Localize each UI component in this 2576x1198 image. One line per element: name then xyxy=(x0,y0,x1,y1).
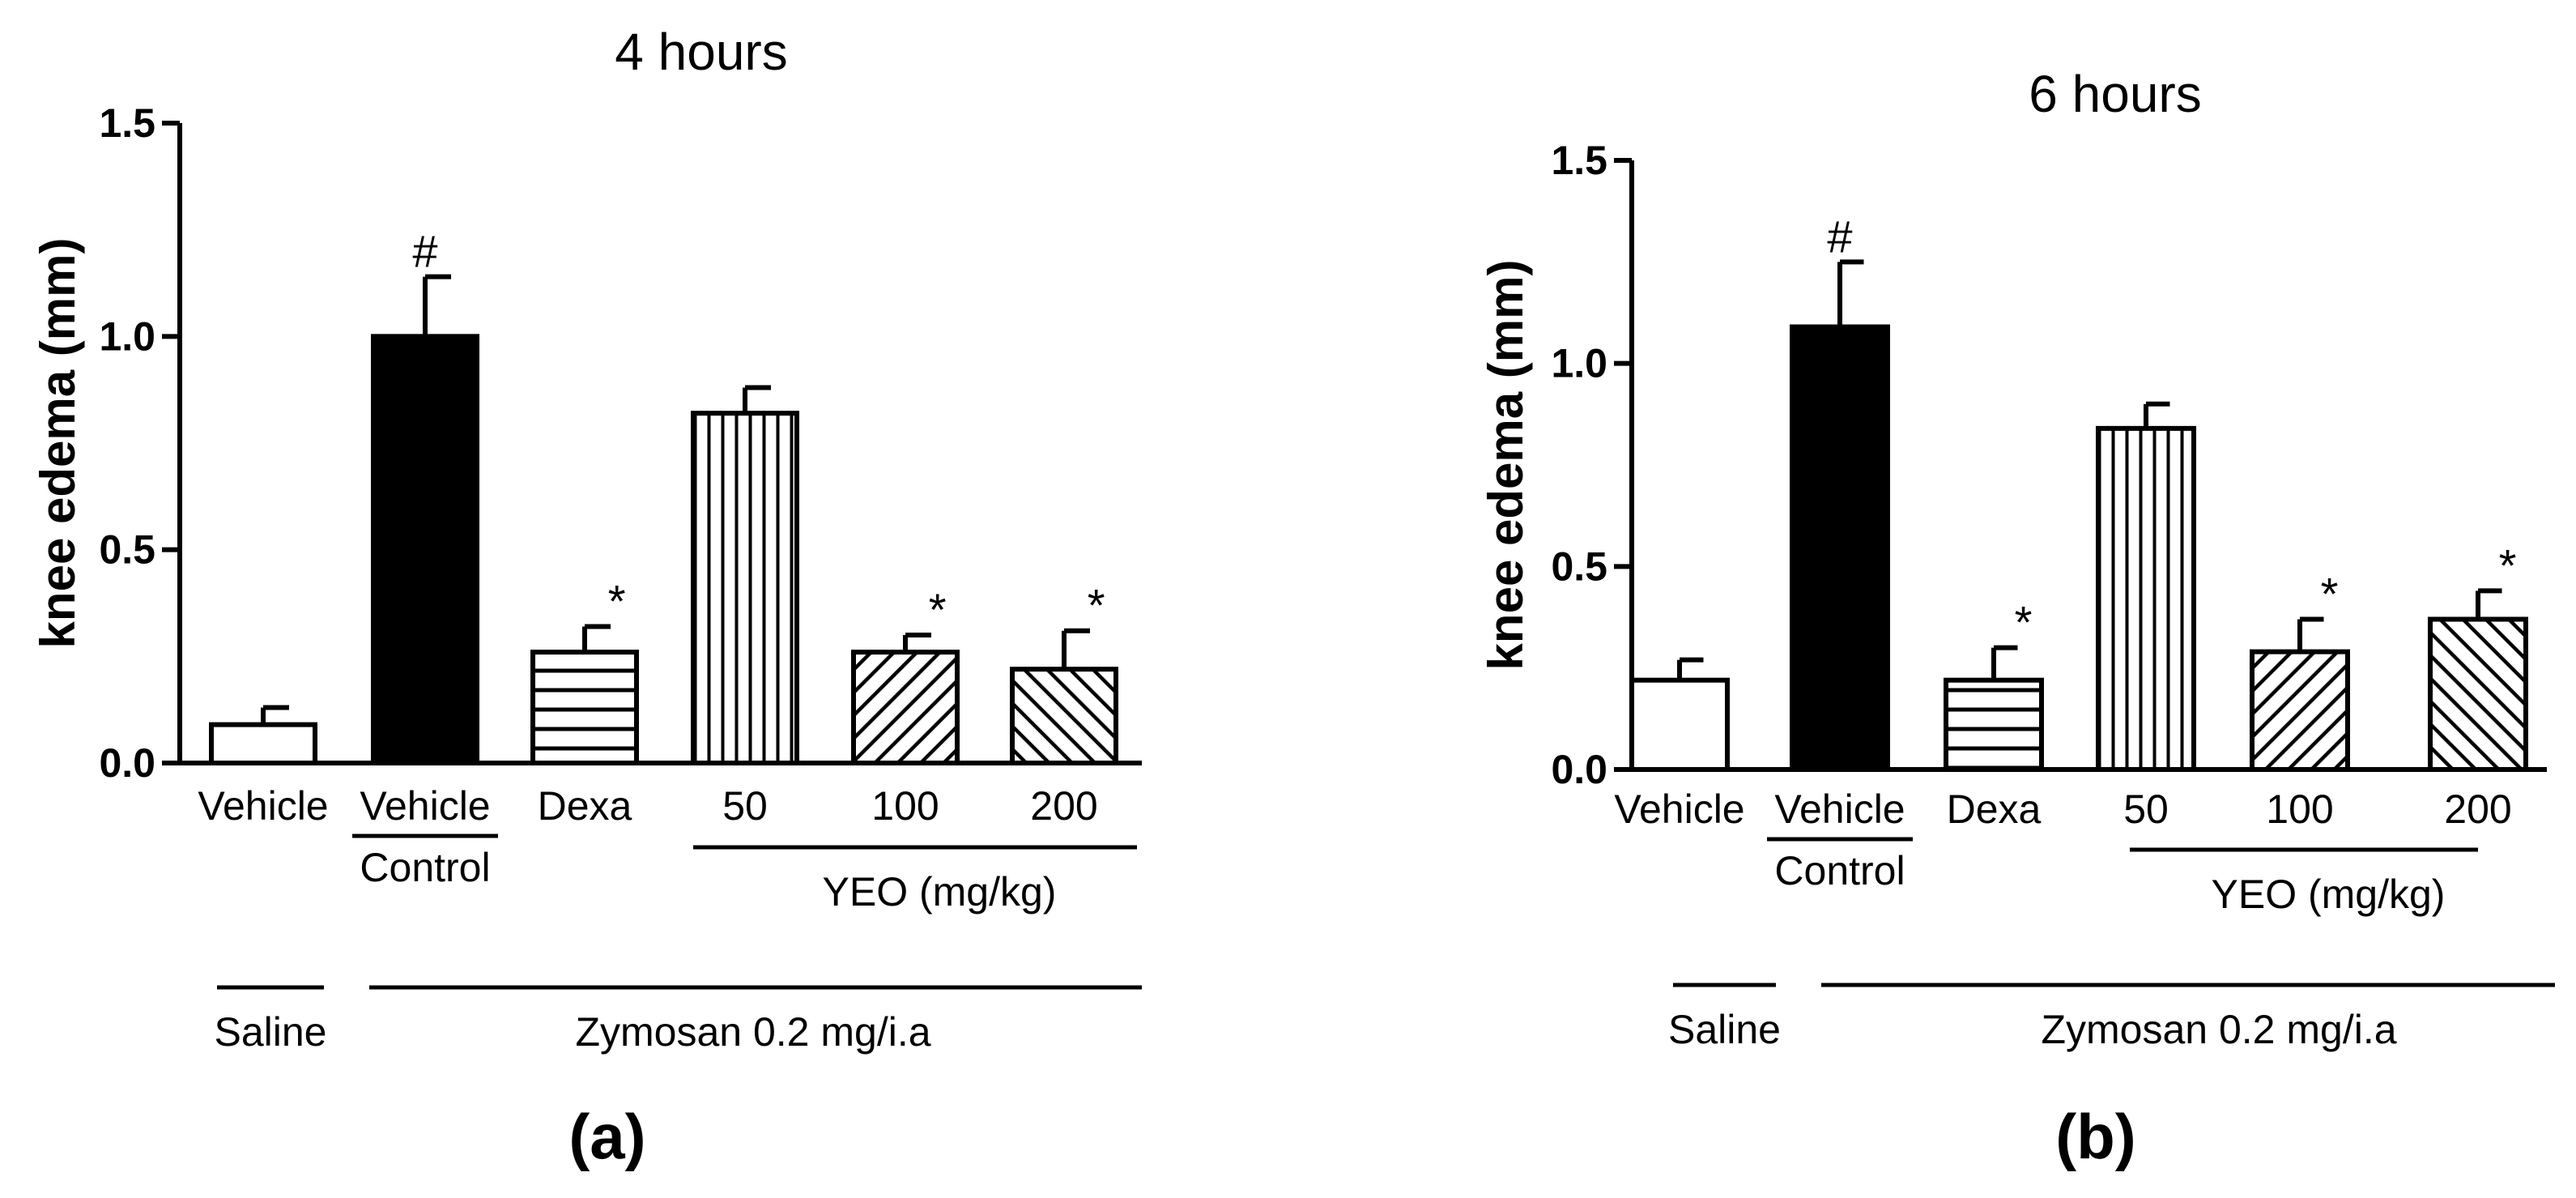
bar-dexa xyxy=(1944,677,2044,772)
x-tick-label-vehicle: Vehicle xyxy=(198,783,328,829)
yeo-group-label: YEO (mg/kg) xyxy=(2212,872,2446,917)
bar-yeo-200 xyxy=(2428,616,2528,772)
bar-vehicle-control xyxy=(1790,324,1890,772)
x-tick-label-dexa: Dexa xyxy=(1947,787,2042,832)
significance-marker-yeo-100: * xyxy=(929,584,947,635)
chart-title: 6 hours xyxy=(2029,65,2201,123)
bar-yeo-100 xyxy=(851,650,960,765)
panel-a-chart: 4 hours 0.0 0.5 1.0 1.5 knee edema (mm) Vehicl… xyxy=(31,23,1142,1172)
yeo-group-label: YEO (mg/kg) xyxy=(823,869,1057,914)
y-tick-label: 0.5 xyxy=(99,527,155,573)
y-tick-label: 0.0 xyxy=(1551,747,1607,792)
x-sublabel-vehicle-control: Control xyxy=(360,845,490,890)
x-tick-label-vehicle: Vehicle xyxy=(1614,787,1744,832)
x-tick-label-yeo-200: 200 xyxy=(1030,783,1097,829)
chart-title: 4 hours xyxy=(615,23,787,81)
significance-marker-vehicle-control: # xyxy=(1827,211,1852,262)
x-tick-label-vehicle-control: Vehicle xyxy=(360,783,490,829)
bar-vehicle xyxy=(1629,677,1730,772)
x-sublabel-vehicle-control: Control xyxy=(1774,848,1905,893)
y-tick-label: 1.0 xyxy=(99,313,155,359)
y-tick-label: 1.0 xyxy=(1551,341,1607,386)
significance-marker-yeo-100: * xyxy=(2321,569,2339,620)
significance-marker-dexa: * xyxy=(608,575,626,626)
x-tick-label-yeo-50: 50 xyxy=(722,783,768,829)
bar-yeo-200 xyxy=(1010,667,1118,766)
significance-marker-vehicle-control: # xyxy=(412,226,437,277)
y-tick-label: 0.5 xyxy=(1551,544,1607,589)
bar-vehicle-control xyxy=(371,334,479,766)
x-tick-label-yeo-200: 200 xyxy=(2444,787,2511,832)
bar-yeo-50 xyxy=(2096,425,2196,772)
saline-group-label: Saline xyxy=(1668,1007,1781,1052)
bar-dexa xyxy=(530,650,639,765)
bar-yeo-50 xyxy=(691,411,799,765)
x-tick-label-yeo-50: 50 xyxy=(2123,787,2169,832)
y-axis-label: knee edema (mm) xyxy=(31,238,85,649)
panel-label: (a) xyxy=(568,1101,645,1172)
y-tick-label: 1.5 xyxy=(99,100,155,146)
significance-marker-yeo-200: * xyxy=(2499,539,2517,590)
x-tick-label-vehicle-control: Vehicle xyxy=(1774,787,1905,832)
bar-vehicle xyxy=(209,722,317,765)
significance-marker-dexa: * xyxy=(2015,597,2033,648)
y-tick-label: 1.5 xyxy=(1551,138,1607,183)
x-tick-label-yeo-100: 100 xyxy=(2266,787,2333,832)
y-tick-label: 0.0 xyxy=(99,740,155,786)
x-tick-label-dexa: Dexa xyxy=(538,783,632,829)
bar-yeo-100 xyxy=(2250,649,2350,773)
y-axis-label: knee edema (mm) xyxy=(1479,260,1533,671)
panel-b-chart: 6 hours 0.0 0.5 1.0 1.5 knee edema (mm) Vehicl… xyxy=(1479,65,2555,1172)
x-tick-label-yeo-100: 100 xyxy=(871,783,939,829)
significance-marker-yeo-200: * xyxy=(1088,580,1105,631)
saline-group-label: Saline xyxy=(215,1009,327,1055)
zymosan-group-label: Zymosan 0.2 mg/i.a xyxy=(575,1009,930,1055)
panel-label: (b) xyxy=(2055,1101,2136,1172)
zymosan-group-label: Zymosan 0.2 mg/i.a xyxy=(2041,1007,2396,1052)
